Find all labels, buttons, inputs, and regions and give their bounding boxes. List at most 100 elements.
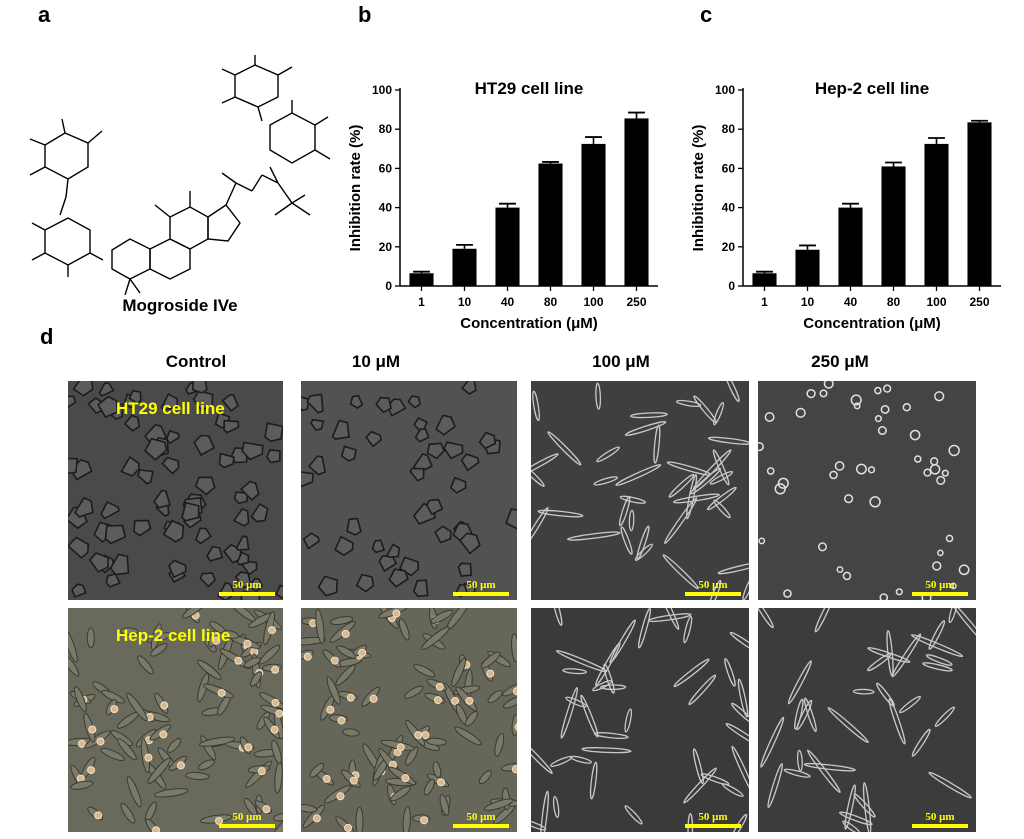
cell	[486, 669, 495, 678]
cell	[600, 684, 627, 691]
cell	[948, 444, 960, 457]
cell	[464, 710, 478, 727]
x-tick-label: 100	[583, 295, 603, 309]
cell	[435, 414, 456, 436]
cell	[147, 757, 171, 785]
bar	[538, 163, 563, 286]
cell	[709, 470, 734, 485]
x-tick-label: 40	[844, 295, 858, 309]
cell	[713, 402, 725, 426]
cell	[378, 555, 398, 573]
cell	[154, 788, 189, 798]
scale-bar: 50 μm	[912, 811, 968, 828]
micrograph-ht29-100um: 50 μm	[531, 381, 749, 600]
cell	[653, 424, 661, 464]
cell	[819, 389, 828, 398]
y-tick-label: 20	[379, 240, 393, 254]
cell	[88, 725, 97, 734]
col-header-100um: 100 μM	[592, 352, 650, 371]
cell	[160, 701, 169, 710]
cell	[94, 811, 103, 820]
cell	[123, 414, 141, 432]
cell	[194, 527, 212, 545]
cell	[764, 411, 775, 422]
cell	[439, 794, 450, 816]
cell	[221, 393, 239, 412]
cell	[72, 381, 94, 397]
cell	[73, 496, 94, 518]
cell	[346, 693, 355, 702]
cell	[392, 609, 401, 618]
row-label-hep2: Hep-2 cell line	[116, 626, 231, 645]
x-tick-label: 1	[761, 295, 768, 309]
cell	[706, 486, 737, 511]
cell	[259, 644, 281, 665]
cell	[929, 457, 939, 466]
cell	[593, 732, 629, 739]
scale-bar: 50 μm	[453, 811, 509, 828]
bar	[495, 207, 520, 286]
cell	[301, 804, 318, 813]
cell	[413, 664, 436, 678]
col-header-control: Control	[165, 352, 227, 371]
cell	[823, 381, 834, 389]
cell	[365, 430, 382, 448]
cell	[109, 553, 130, 576]
cell	[806, 749, 841, 794]
cell	[700, 773, 730, 786]
cell	[199, 572, 217, 588]
cell	[306, 393, 324, 414]
cell	[271, 698, 280, 707]
cell	[766, 467, 775, 475]
cell	[153, 489, 171, 509]
cell	[100, 747, 125, 761]
cell	[925, 654, 953, 666]
cell	[460, 381, 477, 395]
cell	[532, 390, 540, 422]
cell	[844, 784, 856, 830]
cell	[336, 645, 357, 659]
cell	[457, 562, 473, 577]
cell	[221, 630, 240, 639]
cell	[193, 434, 216, 456]
cell	[550, 755, 573, 767]
cell	[449, 476, 467, 494]
cell	[638, 608, 651, 649]
cell	[420, 816, 429, 825]
cell	[895, 588, 903, 596]
cell	[334, 535, 354, 557]
cell	[128, 389, 142, 404]
cell	[948, 608, 958, 624]
cell	[250, 502, 269, 523]
cell	[838, 811, 873, 826]
cell	[407, 395, 421, 409]
cell	[803, 697, 817, 733]
cell	[274, 761, 283, 794]
bar	[452, 248, 477, 286]
cell	[309, 762, 325, 778]
cell	[414, 427, 430, 443]
cell	[883, 384, 892, 393]
scale-bar: 50 μm	[219, 811, 275, 828]
cell	[412, 579, 429, 598]
cell	[899, 695, 922, 714]
cell	[212, 636, 221, 645]
cell	[68, 536, 90, 559]
cell	[877, 426, 887, 436]
scale-bar: 50 μm	[453, 579, 509, 596]
cell	[540, 790, 549, 832]
cell	[181, 501, 200, 522]
cell	[936, 475, 946, 486]
cell	[96, 737, 105, 746]
y-tick-label: 60	[722, 161, 736, 175]
cell	[120, 802, 136, 824]
cell	[853, 402, 861, 410]
cell	[487, 690, 503, 704]
cell	[817, 542, 828, 552]
cell	[161, 456, 180, 475]
cell	[531, 733, 553, 774]
cell	[126, 692, 148, 722]
cell	[120, 627, 139, 636]
cell	[624, 708, 633, 733]
cell	[355, 806, 364, 832]
